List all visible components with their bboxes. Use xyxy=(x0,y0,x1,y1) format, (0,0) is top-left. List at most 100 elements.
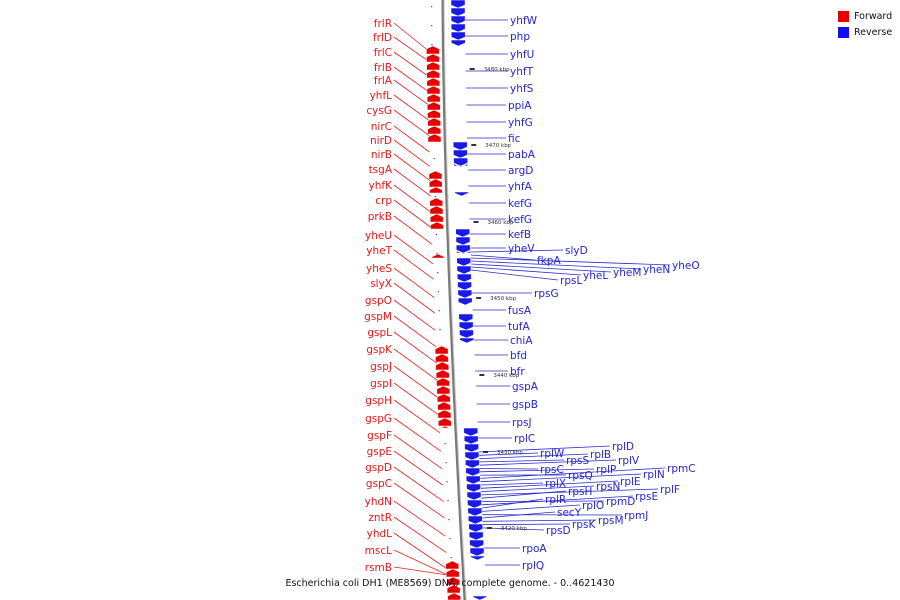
forward-gene-label[interactable]: yhfL xyxy=(370,90,393,102)
reverse-gene-label[interactable]: rpsE xyxy=(635,491,658,503)
reverse-gene-label[interactable]: kefG xyxy=(508,214,532,226)
reverse-gene-feature[interactable] xyxy=(458,313,474,323)
forward-gene-feature[interactable] xyxy=(445,560,460,570)
reverse-gene-label[interactable]: bfr xyxy=(510,366,525,378)
forward-gene-feature[interactable] xyxy=(446,576,460,586)
forward-gene-feature[interactable] xyxy=(447,592,461,600)
forward-gene-label[interactable]: tsgA xyxy=(369,164,393,176)
reverse-gene-label[interactable]: yheO xyxy=(672,260,700,272)
forward-gene-feature[interactable] xyxy=(426,85,441,95)
reverse-gene-feature[interactable] xyxy=(451,39,466,47)
forward-gene-label[interactable]: slyX xyxy=(370,278,392,290)
reverse-gene-feature[interactable] xyxy=(467,507,483,517)
reverse-gene-label[interactable]: rpoA xyxy=(522,543,547,555)
reverse-gene-label[interactable]: rpsJ xyxy=(512,417,532,429)
forward-gene-label[interactable]: gspL xyxy=(367,327,392,339)
reverse-gene-feature[interactable] xyxy=(463,435,479,445)
forward-gene-label[interactable]: frlC xyxy=(374,47,392,59)
forward-gene-label[interactable]: prkB xyxy=(368,211,392,223)
reverse-gene-feature[interactable] xyxy=(459,337,475,344)
forward-gene-feature[interactable] xyxy=(435,353,449,363)
forward-gene-feature[interactable] xyxy=(427,109,441,119)
reverse-gene-label[interactable]: rplF xyxy=(660,484,680,496)
reverse-gene-label[interactable]: bfd xyxy=(510,350,527,362)
forward-gene-feature[interactable] xyxy=(427,125,442,135)
reverse-gene-feature[interactable] xyxy=(463,427,479,437)
forward-gene-feature[interactable] xyxy=(427,117,441,127)
forward-gene-label[interactable]: gspI xyxy=(370,378,392,390)
forward-gene-label[interactable]: nirC xyxy=(371,121,392,133)
reverse-gene-feature[interactable] xyxy=(459,329,474,339)
forward-gene-feature[interactable] xyxy=(426,53,440,63)
reverse-gene-feature[interactable] xyxy=(464,443,479,453)
reverse-gene-feature[interactable] xyxy=(465,459,480,469)
reverse-gene-feature[interactable] xyxy=(450,7,466,17)
reverse-gene-feature[interactable] xyxy=(455,236,471,246)
reverse-gene-label[interactable]: rplO xyxy=(582,500,604,512)
forward-gene-feature[interactable] xyxy=(437,401,451,411)
forward-gene-label[interactable]: yheU xyxy=(365,230,392,242)
forward-gene-feature[interactable] xyxy=(436,385,451,395)
forward-gene-feature[interactable] xyxy=(430,221,444,230)
forward-gene-label[interactable]: yhdL xyxy=(367,528,393,540)
reverse-gene-label[interactable]: rpsM xyxy=(598,515,624,527)
reverse-gene-label[interactable]: rpsK xyxy=(572,519,596,531)
reverse-gene-feature[interactable] xyxy=(468,523,483,533)
reverse-gene-feature[interactable] xyxy=(464,451,480,461)
reverse-gene-label[interactable]: yhfA xyxy=(508,181,533,193)
reverse-gene-label[interactable]: php xyxy=(510,31,530,43)
reverse-gene-feature[interactable] xyxy=(457,297,473,306)
forward-gene-feature[interactable] xyxy=(437,409,452,419)
reverse-gene-label[interactable]: rplE xyxy=(620,476,641,488)
reverse-gene-label[interactable]: ppiA xyxy=(508,100,532,112)
reverse-gene-feature[interactable] xyxy=(465,467,481,477)
forward-gene-feature[interactable] xyxy=(426,93,441,103)
reverse-gene-label[interactable]: gspA xyxy=(512,381,539,393)
forward-gene-label[interactable]: yheS xyxy=(366,263,392,275)
reverse-gene-label[interactable]: rplW xyxy=(540,448,565,460)
forward-gene-label[interactable]: yheT xyxy=(366,245,392,257)
forward-gene-feature[interactable] xyxy=(429,213,444,223)
forward-gene-feature[interactable] xyxy=(434,345,449,355)
forward-gene-feature[interactable] xyxy=(427,101,441,111)
reverse-gene-label[interactable]: kefB xyxy=(508,229,531,241)
forward-gene-feature[interactable] xyxy=(446,584,461,594)
reverse-gene-label[interactable]: rplX xyxy=(545,478,566,490)
reverse-gene-label[interactable]: rplC xyxy=(514,433,535,445)
forward-gene-feature[interactable] xyxy=(438,417,452,427)
reverse-gene-feature[interactable] xyxy=(450,23,466,33)
reverse-gene-feature[interactable] xyxy=(452,141,468,151)
reverse-gene-label[interactable]: yhfT xyxy=(510,66,534,78)
reverse-gene-label[interactable]: kefG xyxy=(508,198,532,210)
reverse-gene-feature[interactable] xyxy=(467,499,482,509)
reverse-gene-label[interactable]: rplP xyxy=(596,464,616,476)
reverse-gene-feature[interactable] xyxy=(450,15,466,25)
reverse-gene-label[interactable]: tufA xyxy=(508,321,530,333)
forward-gene-feature[interactable] xyxy=(426,45,440,55)
forward-gene-label[interactable]: crp xyxy=(375,195,392,207)
forward-gene-label[interactable]: gspJ xyxy=(370,361,392,373)
forward-gene-feature[interactable] xyxy=(428,178,443,188)
reverse-gene-label[interactable]: gspB xyxy=(512,399,538,411)
reverse-gene-feature[interactable] xyxy=(469,547,485,557)
forward-gene-label[interactable]: rsmB xyxy=(365,562,392,574)
reverse-gene-label[interactable]: rpsN xyxy=(596,481,620,493)
reverse-gene-feature[interactable] xyxy=(466,491,482,501)
reverse-gene-label[interactable]: slyD xyxy=(565,245,588,257)
forward-gene-feature[interactable] xyxy=(436,377,450,387)
forward-gene-label[interactable]: gspC xyxy=(366,478,392,490)
reverse-gene-label[interactable]: chiA xyxy=(510,335,533,347)
forward-gene-label[interactable]: frlB xyxy=(374,62,392,74)
forward-gene-label[interactable]: gspD xyxy=(365,462,392,474)
reverse-gene-feature[interactable] xyxy=(470,555,485,561)
reverse-gene-label[interactable]: fic xyxy=(508,133,521,145)
forward-gene-label[interactable]: frlR xyxy=(374,18,392,30)
forward-gene-label[interactable]: gspH xyxy=(365,395,392,407)
reverse-gene-label[interactable]: rpsS xyxy=(566,455,589,467)
forward-gene-label[interactable]: gspE xyxy=(367,446,392,458)
reverse-gene-label[interactable]: rpsG xyxy=(534,288,559,300)
reverse-gene-label[interactable]: rplD xyxy=(612,441,634,453)
reverse-gene-label[interactable]: rplN xyxy=(643,469,665,481)
reverse-gene-label[interactable]: rpsL xyxy=(560,275,582,287)
forward-gene-label[interactable]: gspO xyxy=(365,295,392,307)
